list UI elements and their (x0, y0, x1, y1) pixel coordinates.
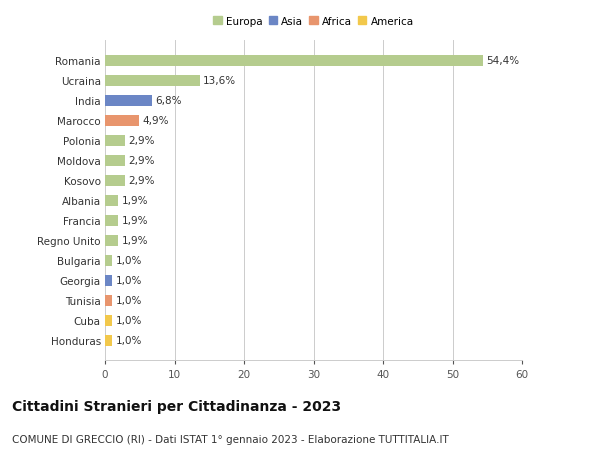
Bar (105, 335, 112, 346)
Bar (105, 135, 125, 146)
Text: 6,8%: 6,8% (156, 96, 182, 106)
Text: COMUNE DI GRECCIO (RI) - Dati ISTAT 1° gennaio 2023 - Elaborazione TUTTITALIA.IT: COMUNE DI GRECCIO (RI) - Dati ISTAT 1° g… (12, 434, 449, 444)
Bar (105, 56, 483, 67)
Text: 1,0%: 1,0% (115, 336, 142, 345)
Bar (105, 196, 118, 206)
Bar (105, 215, 118, 226)
Bar (105, 175, 125, 186)
Text: 1,0%: 1,0% (115, 256, 142, 266)
Text: 2,9%: 2,9% (128, 136, 155, 146)
Bar (105, 315, 112, 326)
Bar (105, 235, 118, 246)
Text: 2,9%: 2,9% (128, 156, 155, 166)
Text: 1,9%: 1,9% (122, 216, 148, 226)
Text: 13,6%: 13,6% (203, 76, 236, 86)
Bar (105, 76, 200, 87)
Text: 54,4%: 54,4% (487, 56, 520, 66)
Bar (105, 255, 112, 266)
Text: 2,9%: 2,9% (128, 176, 155, 186)
Text: Cittadini Stranieri per Cittadinanza - 2023: Cittadini Stranieri per Cittadinanza - 2… (12, 399, 341, 413)
Text: 1,9%: 1,9% (122, 235, 148, 246)
Bar (105, 275, 112, 286)
Bar (105, 156, 125, 167)
Bar (105, 116, 139, 127)
Legend: Europa, Asia, Africa, America: Europa, Asia, Africa, America (211, 15, 416, 29)
Text: 4,9%: 4,9% (143, 116, 169, 126)
Text: 1,0%: 1,0% (115, 296, 142, 305)
Text: 1,9%: 1,9% (122, 196, 148, 206)
Text: 1,0%: 1,0% (115, 315, 142, 325)
Bar (105, 95, 152, 106)
Text: 1,0%: 1,0% (115, 275, 142, 285)
Bar (105, 295, 112, 306)
